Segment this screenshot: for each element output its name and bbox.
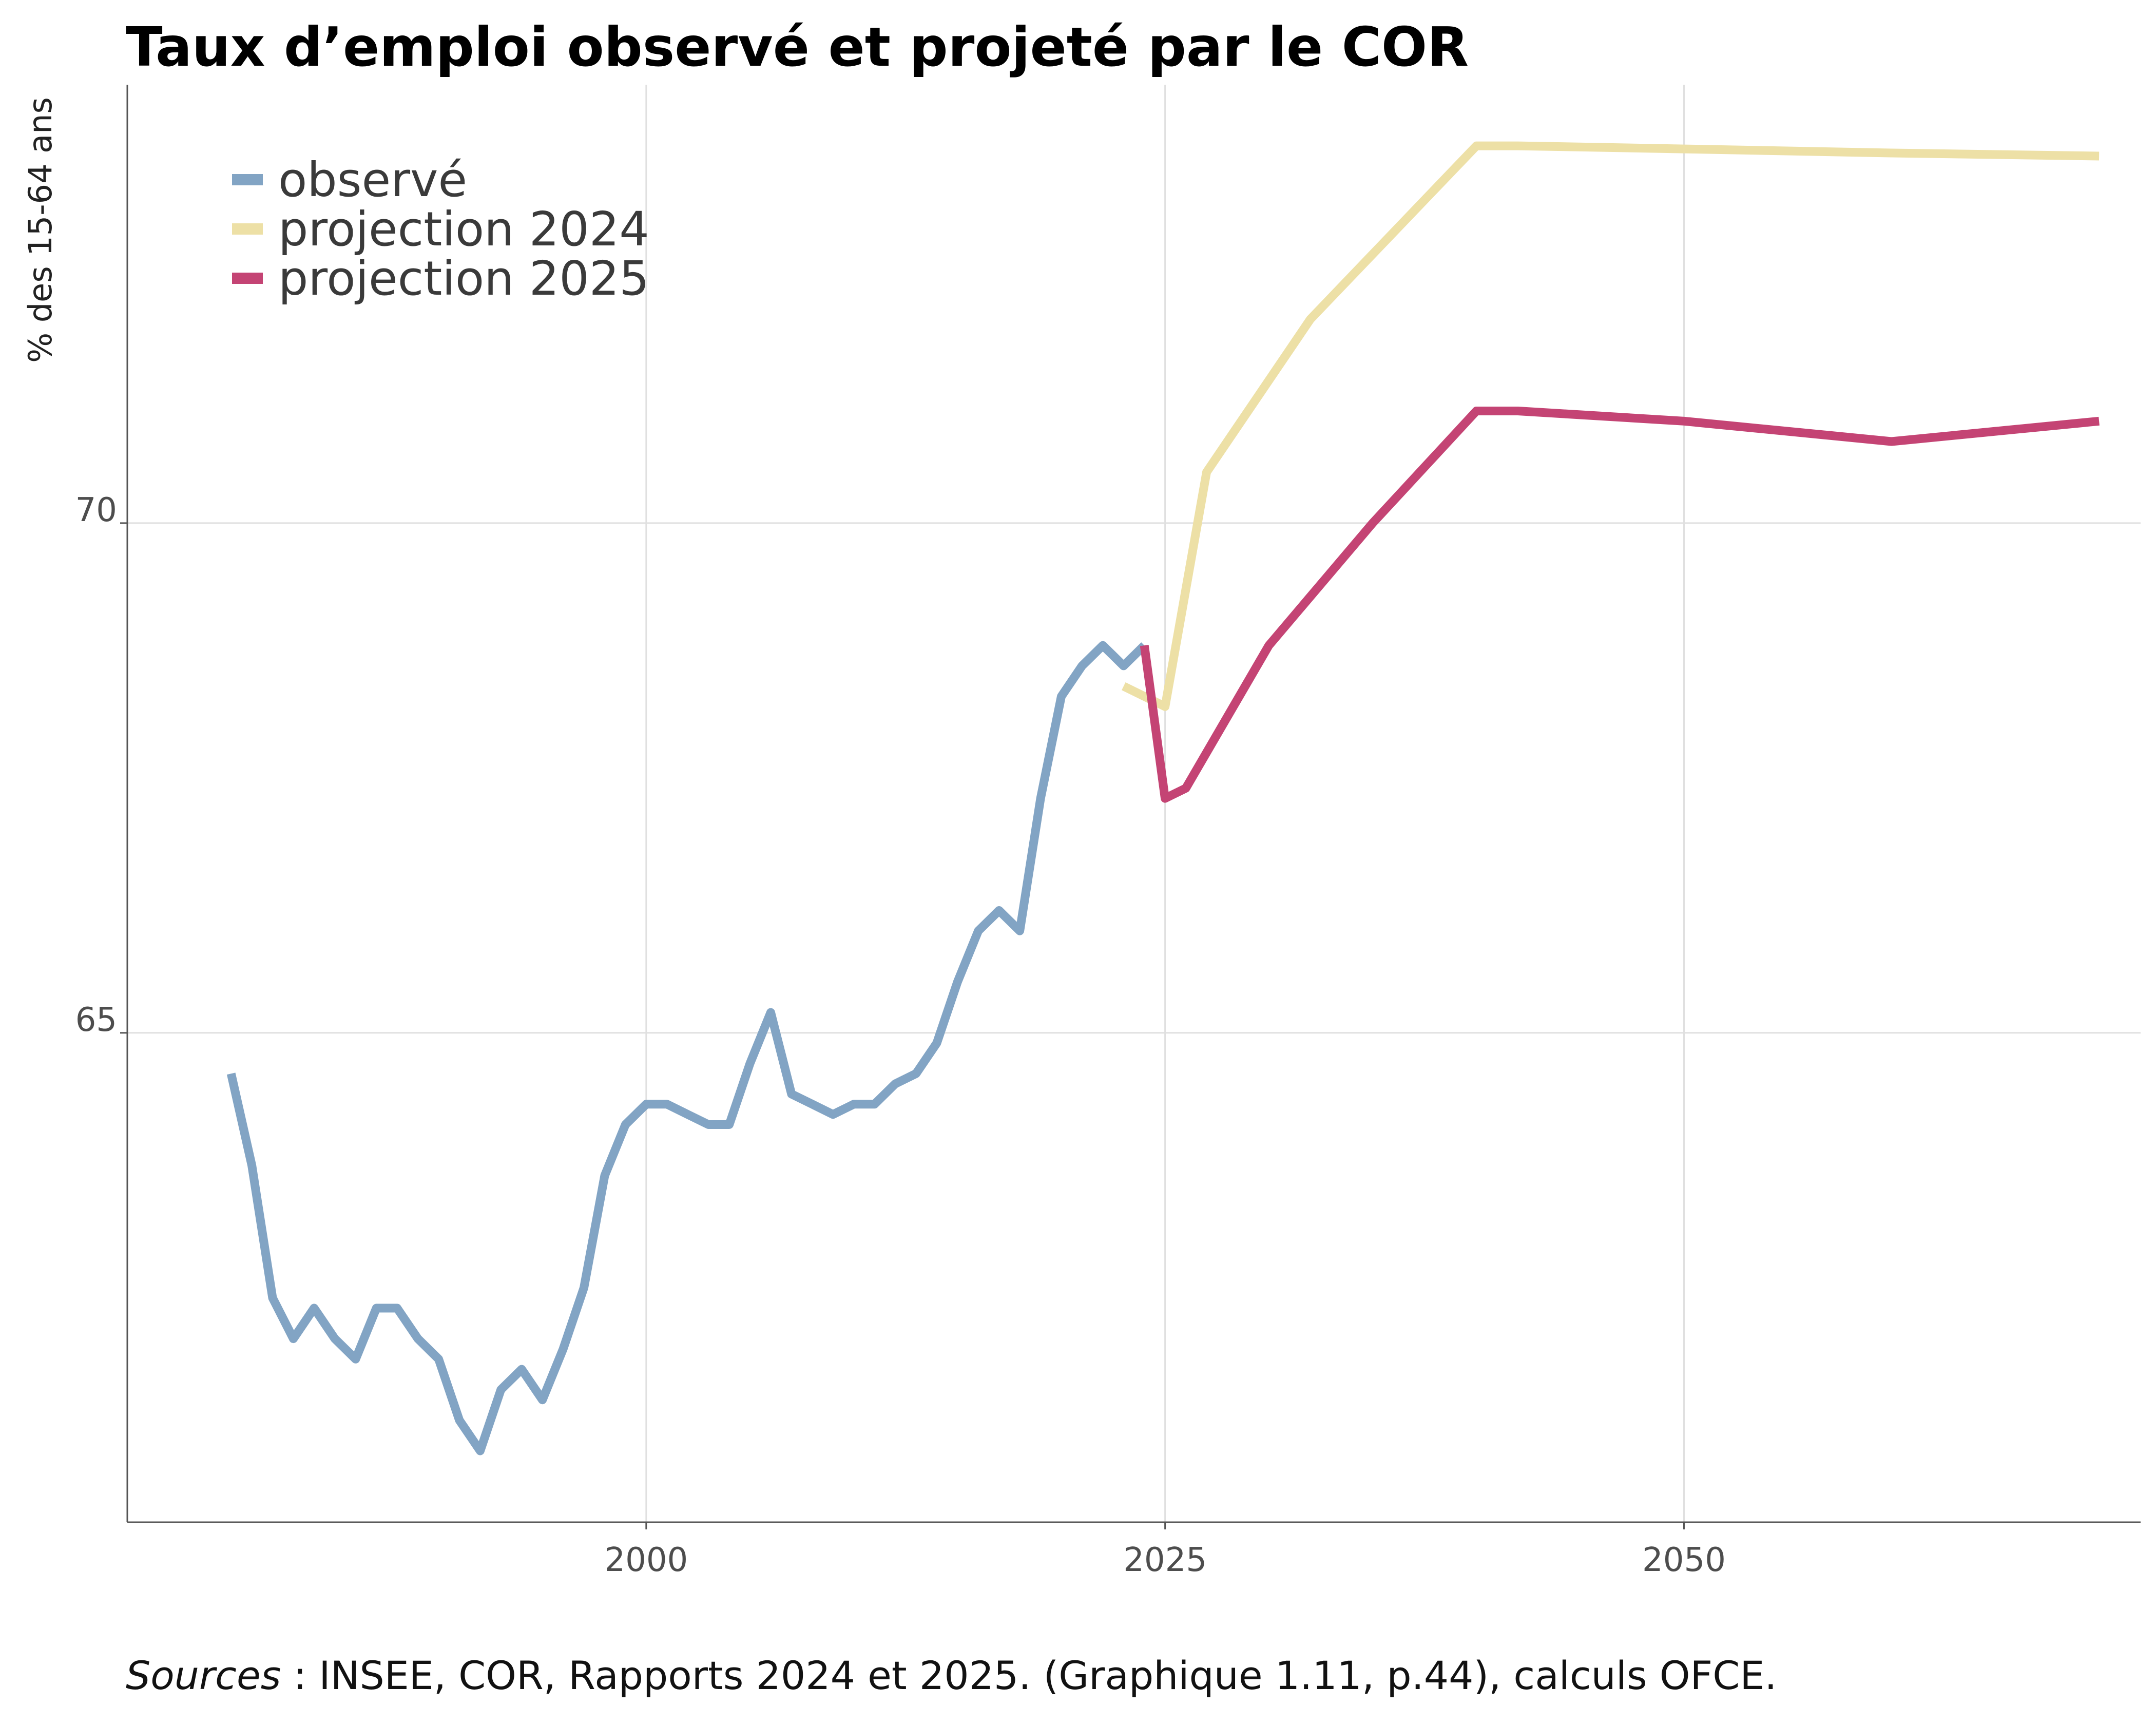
legend-label-1: observé	[278, 152, 467, 207]
series-line-1	[226, 641, 1148, 1455]
source-note: Sources : INSEE, COR, Rapports 2024 et 2…	[126, 1653, 1777, 1698]
y-axis-label: % des 15-64 ans	[22, 97, 59, 363]
legend-label-2: projection 2024	[278, 202, 649, 257]
axes: 2000 2025 2050 65 70	[75, 85, 2141, 1579]
x-tick-label: 2025	[1123, 1541, 1207, 1579]
series-lines	[226, 141, 2100, 1455]
grid-lines	[127, 85, 2141, 1522]
x-tick-label: 2050	[1642, 1541, 1726, 1579]
y-tick-label: 65	[75, 1001, 117, 1039]
x-tick-label: 2000	[604, 1541, 688, 1579]
y-tick-label: 70	[75, 491, 117, 529]
source-label: Sources	[126, 1653, 281, 1698]
source-text: : INSEE, COR, Rapports 2024 et 2025. (Gr…	[281, 1653, 1777, 1698]
legend-label-3: projection 2025	[278, 251, 649, 306]
chart-title: Taux d’emploi observé et projeté par le …	[126, 16, 1469, 79]
series-line-2	[1122, 141, 2100, 711]
series-line-3	[1140, 407, 2100, 803]
